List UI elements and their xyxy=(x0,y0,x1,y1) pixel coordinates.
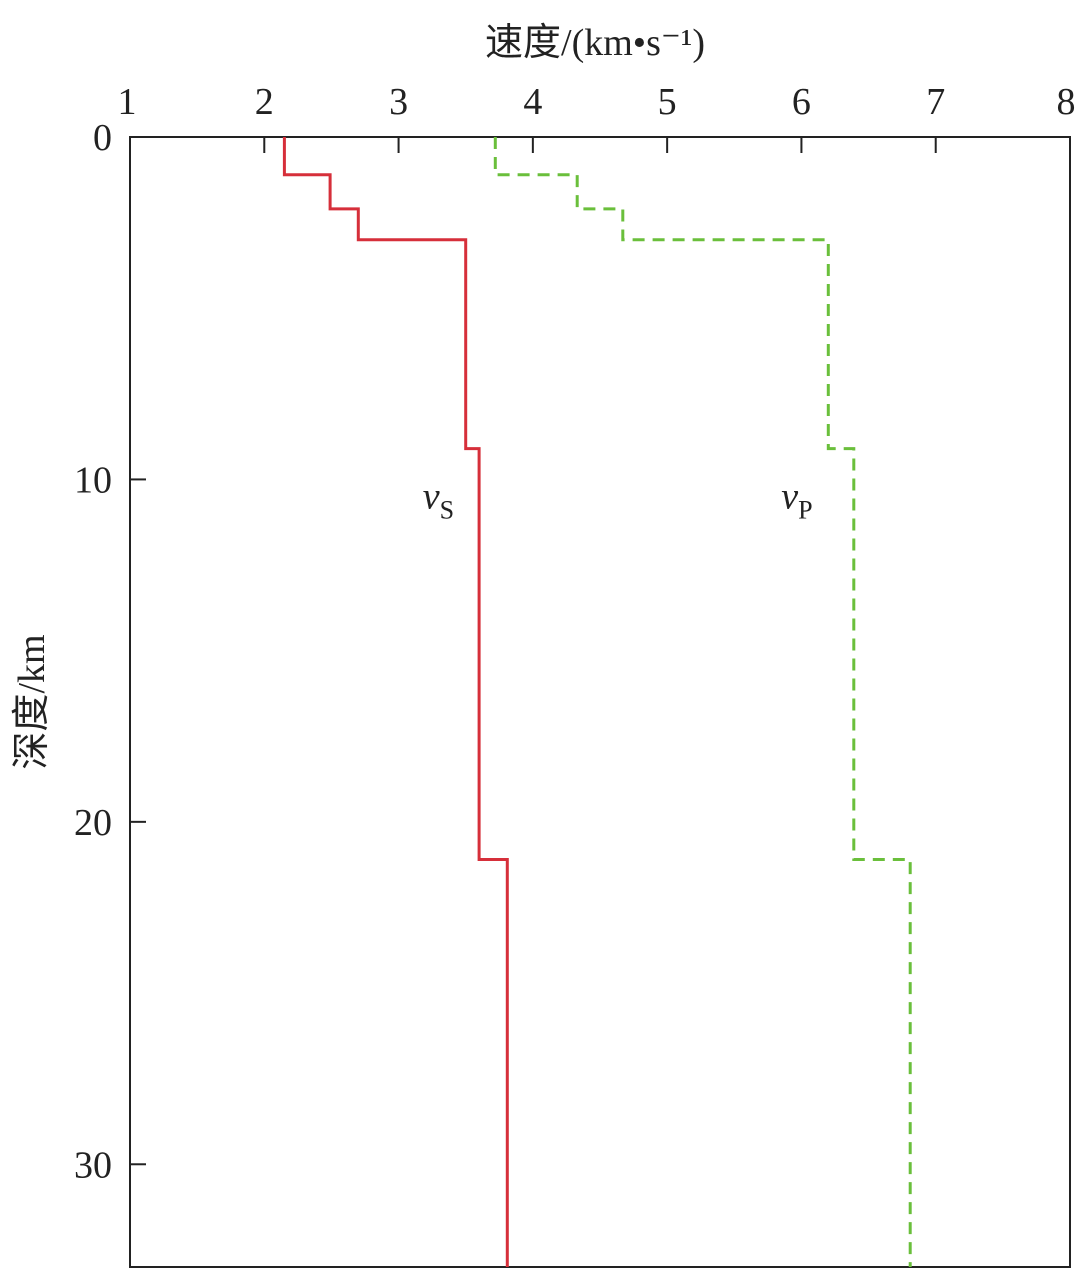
y-tick-label: 30 xyxy=(74,1144,112,1186)
x-tick-label: 8 xyxy=(1057,81,1076,123)
x-tick-label: 4 xyxy=(523,81,542,123)
y-axis-label: 深度/km xyxy=(11,634,53,769)
series-label-vp: vP xyxy=(781,476,812,525)
x-tick-label: 5 xyxy=(658,81,677,123)
x-tick-label: 7 xyxy=(926,81,945,123)
series-vs-line xyxy=(282,137,509,1267)
series-label-main: v xyxy=(781,476,798,518)
y-tick-label: 20 xyxy=(74,802,112,844)
x-tick-label: 2 xyxy=(255,81,274,123)
x-tick-label: 1 xyxy=(118,81,137,123)
plot-frame xyxy=(129,136,1071,1268)
y-axis-ticks: 0 10 20 30 xyxy=(74,117,146,1186)
series-label-sub: S xyxy=(440,496,454,525)
series-labels: vS vP xyxy=(423,476,813,525)
series-label-sub: P xyxy=(798,496,812,525)
series-vp-line xyxy=(493,137,912,1267)
y-tick-label: 0 xyxy=(93,117,112,159)
x-tick-label: 3 xyxy=(389,81,408,123)
y-tick-label: 10 xyxy=(74,459,112,501)
series-layer xyxy=(282,137,912,1267)
series-label-vs: vS xyxy=(423,476,454,525)
x-axis-ticks: 1 2 3 4 5 6 7 8 xyxy=(118,81,1076,153)
x-axis-label: 速度/(km•s⁻¹) xyxy=(485,22,705,64)
x-tick-label: 6 xyxy=(792,81,811,123)
series-label-main: v xyxy=(423,476,440,518)
